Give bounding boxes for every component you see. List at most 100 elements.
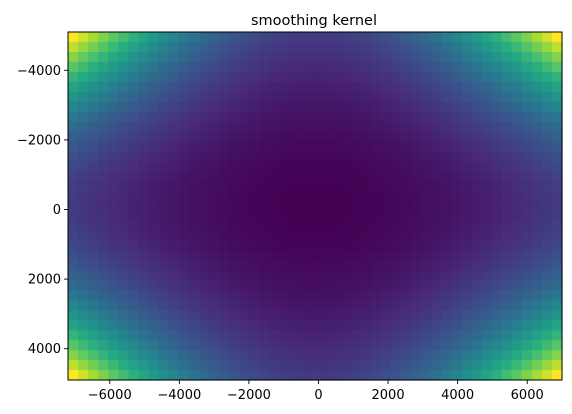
heatmap-cell	[451, 71, 462, 83]
heatmap-cell	[108, 240, 120, 252]
heatmap-cell	[410, 290, 422, 302]
heatmap-cell	[88, 220, 99, 232]
heatmap-cell	[128, 131, 140, 142]
heatmap-cell	[350, 101, 361, 113]
heatmap-cell	[481, 161, 493, 172]
heatmap-cell	[400, 260, 412, 272]
heatmap-cell	[118, 141, 130, 152]
heatmap-cell	[279, 370, 291, 381]
heatmap-cell	[98, 220, 109, 232]
heatmap-cell	[451, 131, 462, 142]
heatmap-cell	[219, 370, 230, 381]
heatmap-cell	[78, 300, 89, 311]
heatmap-cell	[188, 280, 200, 292]
heatmap-cell	[430, 111, 442, 123]
heatmap-cell	[128, 101, 140, 113]
heatmap-cell	[551, 250, 563, 262]
heatmap-cell	[98, 91, 109, 103]
heatmap-cell	[78, 220, 89, 232]
heatmap-cell	[269, 300, 281, 311]
heatmap-cell	[118, 32, 130, 43]
heatmap-cell	[269, 360, 281, 371]
heatmap-cell	[128, 161, 140, 172]
heatmap-cell	[229, 300, 240, 311]
heatmap-cell	[299, 230, 311, 242]
heatmap-cell	[128, 290, 140, 302]
heatmap-cell	[188, 220, 200, 232]
heatmap-cell	[118, 51, 130, 63]
heatmap-cell	[340, 81, 351, 93]
x-tick-label: 4000	[441, 388, 474, 403]
heatmap-cell	[68, 131, 79, 142]
heatmap-cell	[269, 201, 281, 212]
heatmap-cell	[188, 240, 200, 252]
heatmap-cell	[249, 220, 261, 232]
heatmap-cell	[188, 370, 200, 381]
heatmap-cell	[491, 280, 503, 292]
heatmap-cell	[370, 181, 382, 192]
heatmap-cell	[501, 151, 513, 162]
heatmap-cell	[239, 111, 251, 123]
heatmap-cell	[420, 161, 432, 172]
heatmap-cell	[269, 260, 281, 272]
heatmap-cell	[138, 370, 150, 381]
heatmap-cell	[330, 370, 341, 381]
heatmap-cell	[259, 260, 271, 272]
heatmap-cell	[128, 250, 140, 262]
heatmap-cell	[511, 171, 523, 182]
heatmap-cell	[199, 161, 210, 172]
heatmap-cell	[551, 121, 563, 133]
heatmap-cell	[471, 290, 482, 302]
heatmap-cell	[380, 41, 392, 53]
heatmap-cell	[279, 171, 291, 182]
heatmap-cell	[501, 121, 513, 133]
heatmap-cell	[309, 240, 321, 252]
heatmap-cell	[420, 220, 432, 232]
heatmap-cell	[68, 32, 79, 43]
heatmap-cell	[410, 220, 422, 232]
heatmap-cell	[289, 81, 301, 93]
heatmap-cell	[320, 360, 331, 371]
heatmap-cell	[138, 181, 150, 192]
heatmap-cell	[350, 350, 361, 361]
heatmap-cell	[249, 330, 261, 341]
heatmap-cell	[309, 101, 321, 113]
heatmap-cell	[299, 240, 311, 252]
heatmap-cell	[239, 71, 251, 83]
heatmap-cell	[491, 300, 503, 311]
heatmap-cell	[249, 91, 261, 103]
heatmap-cell	[309, 210, 321, 222]
heatmap-cell	[390, 32, 402, 43]
heatmap-cell	[501, 260, 513, 272]
heatmap-cell	[279, 91, 291, 103]
heatmap-cell	[441, 171, 452, 182]
heatmap-cell	[420, 121, 432, 133]
heatmap-cell	[400, 280, 412, 292]
heatmap-cell	[229, 61, 240, 73]
heatmap-cell	[178, 201, 190, 212]
heatmap-cell	[501, 61, 513, 73]
heatmap-cell	[108, 330, 120, 341]
heatmap-cell	[471, 230, 482, 242]
heatmap-cell	[511, 230, 523, 242]
heatmap-cell	[98, 340, 109, 351]
heatmap-cell	[199, 340, 210, 351]
heatmap-cell	[410, 101, 422, 113]
heatmap-cell	[209, 240, 220, 252]
heatmap-cell	[320, 61, 331, 73]
heatmap-cell	[360, 290, 372, 302]
heatmap-cell	[289, 181, 301, 192]
heatmap-cell	[299, 320, 311, 331]
heatmap-cell	[350, 340, 361, 351]
heatmap-cell	[471, 151, 482, 162]
heatmap-cell	[400, 51, 412, 63]
heatmap-cell	[178, 121, 190, 133]
heatmap-cell	[350, 360, 361, 371]
heatmap-cell	[98, 51, 109, 63]
heatmap-cell	[441, 191, 452, 202]
heatmap-cell	[461, 111, 472, 123]
heatmap-cell	[299, 300, 311, 311]
heatmap-cell	[188, 141, 200, 152]
heatmap-cell	[521, 210, 533, 222]
heatmap-cell	[511, 201, 523, 212]
